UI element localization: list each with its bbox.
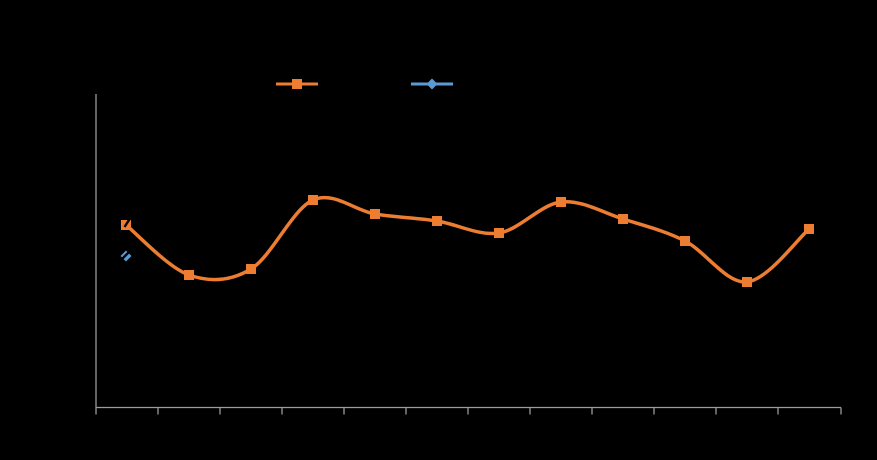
- overlap-mark-1: [123, 217, 132, 228]
- legend-orange-series-swatch-marker: [292, 79, 302, 89]
- overlap-mark-2: [121, 251, 130, 260]
- orange-series-marker-10: [680, 236, 690, 246]
- orange-series-marker-5: [370, 209, 380, 219]
- orange-series-marker-7: [494, 228, 504, 238]
- orange-series-marker-4: [308, 195, 318, 205]
- orange-series-marker-6: [432, 216, 442, 226]
- orange-series-marker-9: [618, 214, 628, 224]
- orange-series-marker-3: [246, 264, 256, 274]
- orange-series-marker-8: [556, 197, 566, 207]
- orange-series-marker-11: [742, 277, 752, 287]
- orange-series-marker-12: [804, 224, 814, 234]
- orange-series-line: [124, 195, 811, 284]
- legend-blue-series-swatch-marker: [426, 78, 438, 90]
- orange-series-marker-2: [184, 270, 194, 280]
